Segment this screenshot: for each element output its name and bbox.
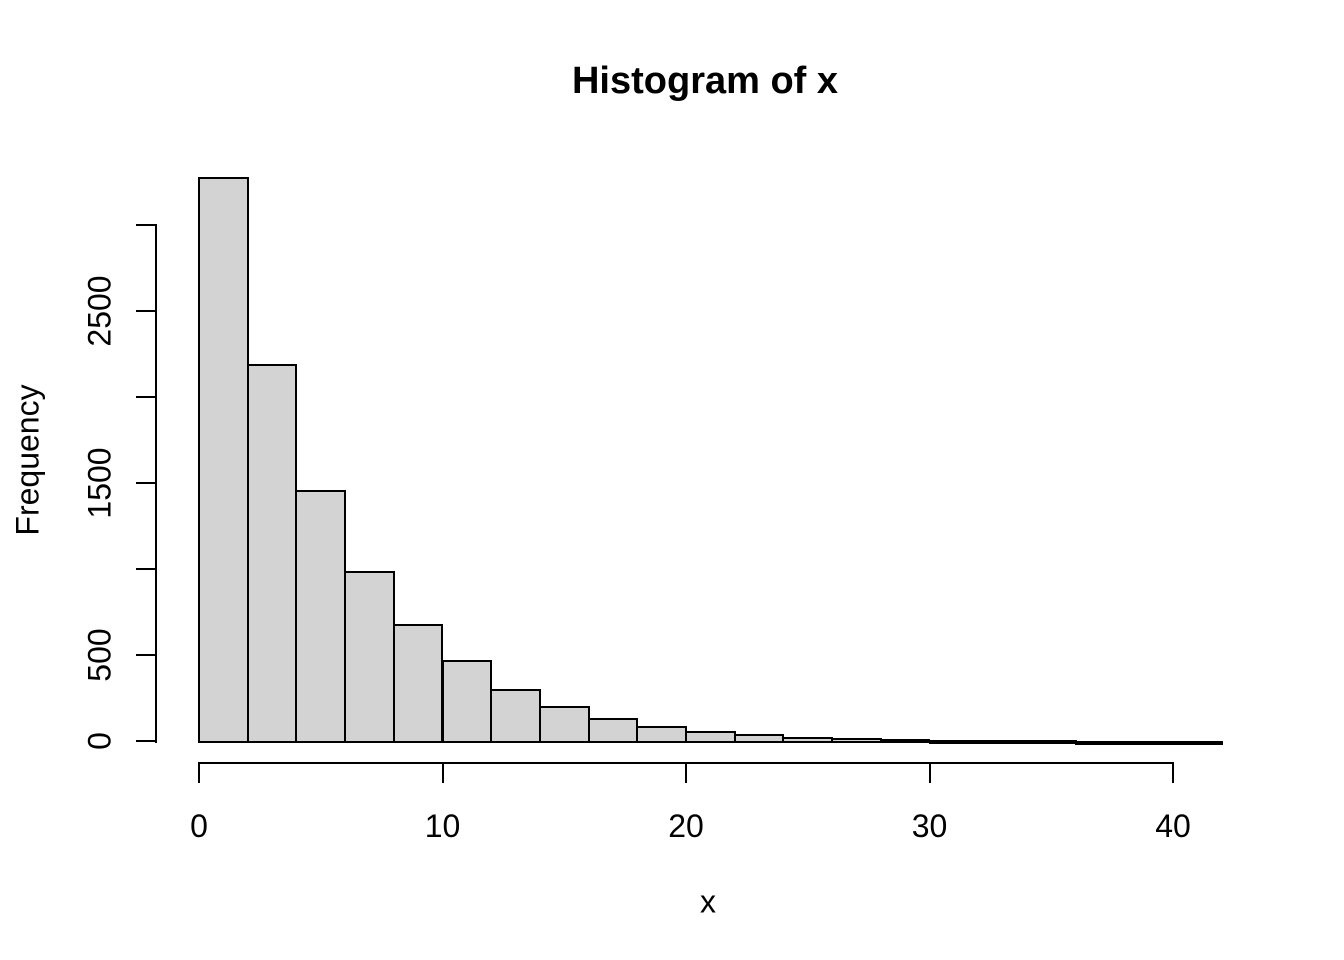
- x-tick-label: 30: [911, 808, 948, 844]
- y-tick: [136, 224, 155, 226]
- y-tick: [136, 654, 155, 656]
- zero-baseline: [198, 741, 1223, 743]
- chart-title: Histogram of x: [571, 60, 839, 102]
- y-axis-title: Frequency: [9, 384, 46, 536]
- histogram-bar: [392, 624, 444, 743]
- x-tick-label: 40: [1155, 808, 1191, 844]
- y-tick: [136, 310, 155, 312]
- x-tick-label: 20: [668, 808, 704, 844]
- x-axis-line: [198, 762, 1174, 764]
- histogram-bar: [344, 570, 395, 743]
- y-tick: [136, 482, 155, 484]
- x-tick: [928, 764, 931, 783]
- histogram-bar: [538, 705, 590, 743]
- y-tick: [136, 740, 155, 742]
- histogram-bar: [441, 660, 493, 743]
- y-tick: [136, 396, 155, 398]
- x-axis-title: x: [700, 883, 716, 920]
- y-tick-label: 0: [81, 732, 118, 750]
- x-tick-label: 10: [424, 808, 461, 844]
- histogram-bar: [198, 176, 249, 743]
- histogram-bar: [587, 717, 639, 743]
- x-tick: [198, 764, 200, 783]
- x-tick-label: 0: [190, 808, 208, 844]
- histogram-bar: [246, 364, 298, 743]
- x-tick: [441, 764, 444, 783]
- y-tick: [136, 568, 155, 570]
- y-tick-label: 1500: [81, 447, 118, 519]
- y-tick-label: 500: [81, 628, 118, 682]
- x-tick: [1172, 764, 1174, 783]
- x-tick: [685, 764, 687, 783]
- y-tick-label: 2500: [81, 275, 118, 347]
- y-axis-line: [155, 224, 157, 743]
- histogram-bar: [490, 689, 541, 743]
- histogram-bar: [295, 489, 347, 743]
